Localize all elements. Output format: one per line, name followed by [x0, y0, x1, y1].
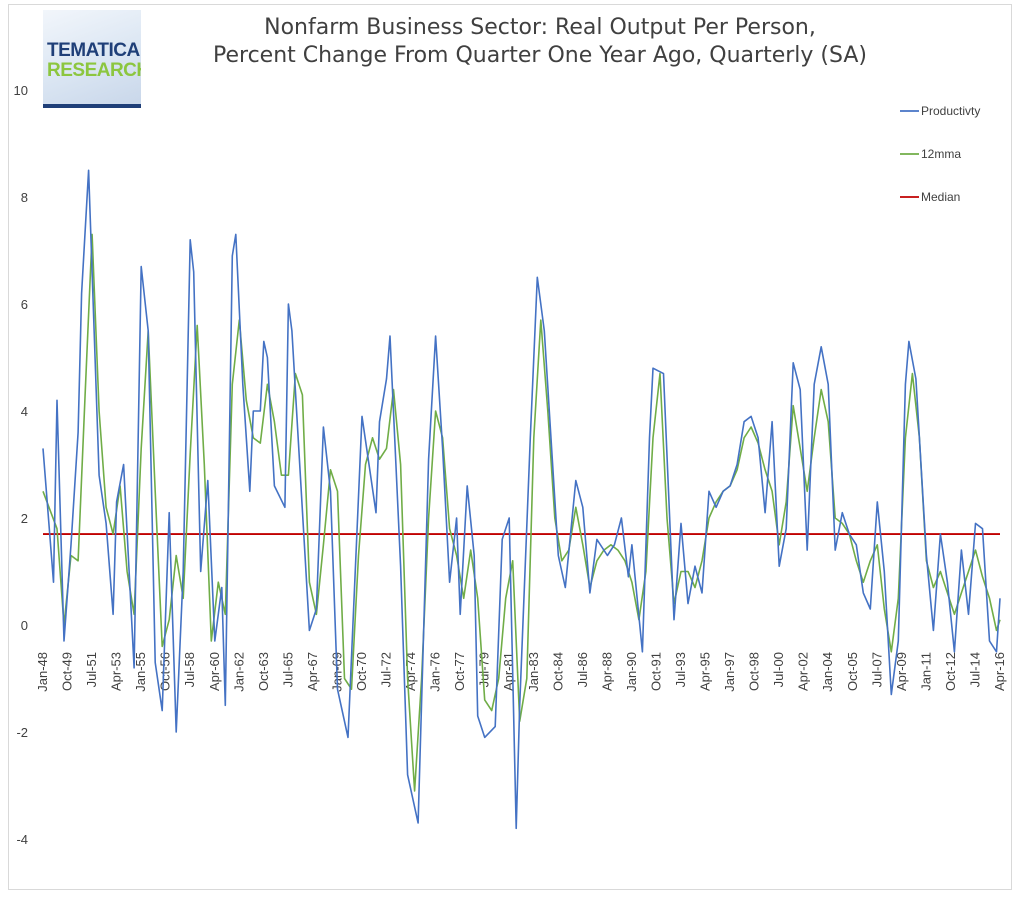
- x-tick-label: Jan-11: [918, 652, 933, 691]
- x-tick-label: Jul-79: [477, 652, 492, 687]
- x-tick-label: Jul-07: [869, 652, 884, 687]
- legend-label-productivity: Productivty: [921, 104, 980, 118]
- chart-title-line1: Nonfarm Business Sector: Real Output Per…: [264, 15, 816, 40]
- x-tick-label: Jul-58: [182, 652, 197, 687]
- legend-label-mma: 12mma: [921, 147, 961, 161]
- x-tick-label: Jan-76: [428, 652, 443, 692]
- x-tick-label: Oct-63: [256, 652, 271, 691]
- legend-label-median: Median: [921, 190, 960, 204]
- x-tick-label: Oct-70: [354, 652, 369, 691]
- x-tick-label: Jul-86: [575, 652, 590, 687]
- legend: Productivty 12mma Median: [900, 104, 980, 204]
- y-axis: 10 8 6 4 2 0 -2 -4: [14, 83, 28, 847]
- x-tick-label: Jan-90: [624, 652, 639, 692]
- x-tick-label: Jul-14: [967, 652, 982, 687]
- x-tick-label: Jul-00: [771, 652, 786, 687]
- y-tick-label: -4: [16, 832, 28, 847]
- chart-title-line2: Percent Change From Quarter One Year Ago…: [212, 43, 867, 68]
- x-tick-label: Oct-98: [747, 652, 762, 691]
- x-tick-label: Oct-56: [158, 652, 173, 691]
- x-tick-label: Jul-72: [379, 652, 394, 687]
- x-tick-label: Apr-95: [698, 652, 713, 691]
- chart-title: Nonfarm Business Sector: Real Output Per…: [160, 14, 920, 70]
- x-tick-label: Jan-48: [35, 652, 50, 692]
- x-tick-label: Jan-04: [820, 652, 835, 692]
- y-tick-label: 10: [14, 83, 28, 98]
- y-tick-label: 0: [21, 618, 28, 633]
- x-tick-label: Jan-97: [722, 652, 737, 692]
- logo-line2: RESEARCH: [47, 60, 141, 81]
- x-tick-label: Oct-84: [550, 652, 565, 691]
- x-tick-label: Jul-51: [84, 652, 99, 687]
- x-axis: Jan-48 Oct-49 Jul-51 Apr-53 Jan-55 Oct-56 Jul-…: [35, 652, 1007, 692]
- x-tick-label: Oct-77: [452, 652, 467, 691]
- x-tick-label: Apr-60: [207, 652, 222, 691]
- x-tick-label: Jul-93: [673, 652, 688, 687]
- x-tick-label: Apr-16: [992, 652, 1007, 691]
- x-tick-label: Oct-05: [845, 652, 860, 691]
- y-tick-label: -2: [16, 725, 28, 740]
- x-tick-label: Jan-83: [526, 652, 541, 692]
- y-tick-label: 2: [21, 511, 28, 526]
- y-tick-label: 4: [21, 404, 28, 419]
- series-layer: [42, 169, 1001, 830]
- mma-line: [42, 233, 1001, 792]
- chart-frame: [8, 4, 1012, 890]
- x-tick-label: Jul-65: [280, 652, 295, 687]
- x-tick-label: Apr-09: [894, 652, 909, 691]
- x-tick-label: Apr-67: [305, 652, 320, 691]
- x-tick-label: Jan-62: [231, 652, 246, 692]
- y-tick-label: 8: [21, 190, 28, 205]
- logo-line1: TEMATICA: [47, 40, 140, 61]
- productivity-line: [42, 169, 1001, 830]
- x-tick-label: Oct-91: [648, 652, 663, 691]
- x-tick-label: Apr-02: [796, 652, 811, 691]
- y-tick-label: 6: [21, 297, 28, 312]
- x-tick-label: Jan-55: [133, 652, 148, 692]
- x-tick-label: Apr-81: [501, 652, 516, 691]
- x-tick-label: Apr-88: [599, 652, 614, 691]
- x-tick-label: Oct-49: [60, 652, 75, 691]
- tematica-research-logo: TEMATICA RESEARCH: [43, 10, 141, 108]
- x-tick-label: Oct-12: [943, 652, 958, 691]
- x-tick-label: Apr-53: [109, 652, 124, 691]
